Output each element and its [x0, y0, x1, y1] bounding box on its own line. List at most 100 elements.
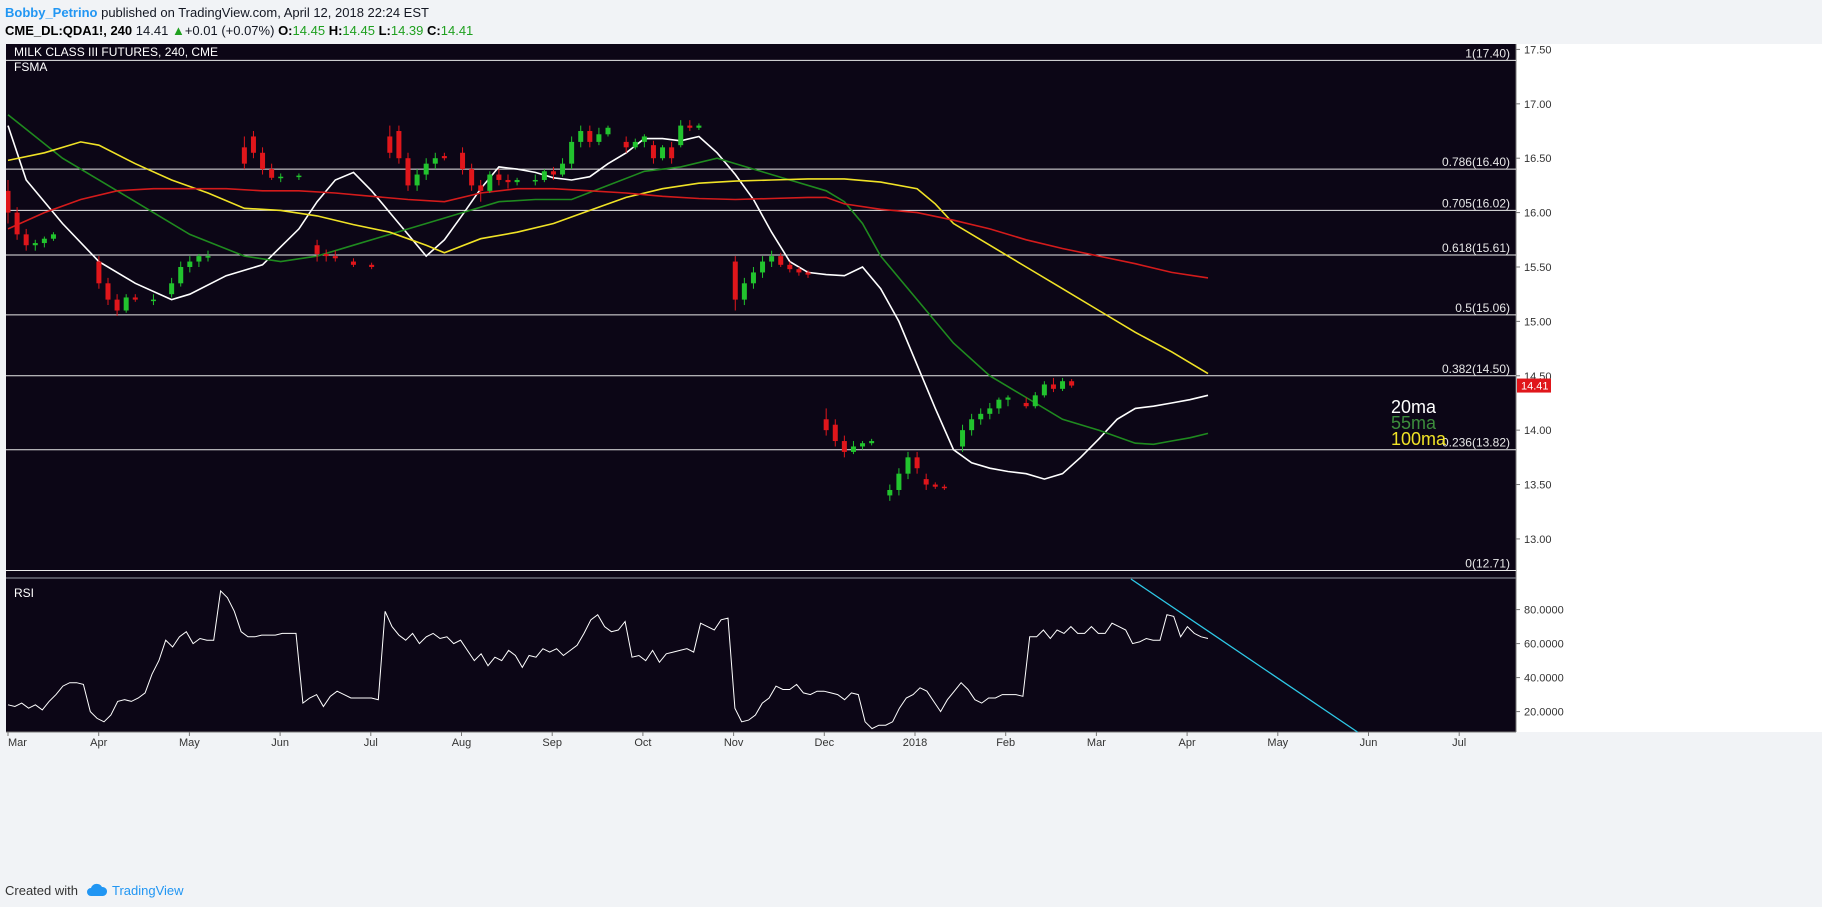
candle-body	[396, 131, 402, 159]
candle-body	[978, 413, 984, 420]
candle-body	[841, 441, 847, 452]
ma-legend-20ma: 20ma	[1391, 397, 1437, 417]
candle-body	[805, 272, 811, 275]
author-link[interactable]: Bobby_Petrino	[5, 5, 98, 20]
ma-line-200ma	[7, 187, 1209, 279]
candle-body	[278, 176, 284, 179]
candle-body	[387, 136, 393, 153]
rsi-tick-label: 20.0000	[1524, 707, 1564, 719]
candle-body	[50, 234, 56, 239]
candle-body	[823, 419, 829, 431]
candle-body	[1005, 397, 1011, 400]
candle-body	[123, 297, 129, 311]
candle-body	[432, 158, 438, 164]
price-tick-label: 15.50	[1524, 262, 1552, 274]
candle-body	[605, 127, 611, 135]
candle-body	[860, 443, 866, 447]
time-tick-label: Jun	[271, 737, 289, 749]
candle-body	[250, 136, 256, 153]
candle-body	[105, 283, 111, 300]
candle-body	[850, 446, 856, 452]
close-value: 14.41	[440, 23, 474, 38]
candle-body	[187, 261, 193, 267]
candle-body	[750, 272, 756, 284]
candle-body	[914, 457, 920, 469]
price-tick-label: 17.00	[1524, 99, 1552, 111]
candle-body	[96, 261, 102, 284]
candle-body	[23, 234, 29, 246]
candle-body	[778, 256, 784, 265]
candle-body	[314, 245, 320, 254]
price-tick-label: 16.00	[1524, 208, 1552, 220]
candle-body	[487, 174, 493, 191]
time-tick-label: May	[1267, 737, 1288, 749]
up-arrow-icon: ▲	[171, 23, 185, 38]
last-price-tag-label: 14.41	[1521, 381, 1549, 393]
price-tick-label: 16.50	[1524, 153, 1552, 165]
candle-body	[478, 185, 484, 191]
high-label: H:	[328, 23, 343, 38]
candle-body	[550, 171, 556, 175]
candle-body	[596, 134, 602, 142]
fib-level-label: 0.618(15.61)	[1442, 241, 1510, 255]
low-label: L:	[378, 23, 391, 38]
fib-level-label: 0.382(14.50)	[1442, 362, 1510, 376]
candle-body	[560, 163, 566, 175]
open-label: O:	[278, 23, 293, 38]
time-tick-label: Dec	[815, 737, 835, 749]
candle-body	[932, 484, 938, 487]
last-price-tag	[1517, 378, 1551, 393]
candle-body	[241, 147, 247, 164]
close-label: C:	[427, 23, 441, 38]
candle-body	[32, 243, 38, 246]
rsi-tick-label: 40.0000	[1524, 673, 1564, 685]
candle-body	[414, 174, 420, 186]
candle-body	[150, 299, 156, 302]
ma-line-100ma	[7, 141, 1209, 375]
candle-body	[923, 479, 929, 485]
candle-body	[896, 473, 902, 490]
study-label: FSMA	[14, 60, 47, 74]
price-axis-background	[1516, 44, 1822, 732]
candle-body	[6, 190, 11, 213]
time-tick-label: Feb	[996, 737, 1015, 749]
price-chart[interactable]: 1(17.40) 0.786(16.40) 0.705(16.02) 0.618(15…	[6, 44, 1822, 851]
fib-level-label: 0.5(15.06)	[1455, 301, 1510, 315]
candle-body	[1032, 395, 1038, 407]
low-value: 14.39	[390, 23, 424, 38]
fib-level-label: 0.786(16.40)	[1442, 155, 1510, 169]
candle-body	[732, 261, 738, 300]
candle-body	[114, 299, 120, 311]
candle-body	[1050, 384, 1056, 389]
last-price: 14.41	[135, 23, 169, 38]
time-tick-label: Oct	[634, 737, 651, 749]
candle-body	[323, 253, 329, 257]
fib-level-label: 0(12.71)	[1465, 556, 1510, 570]
candle-body	[1023, 402, 1029, 407]
candle-body	[669, 147, 675, 159]
candle-body	[632, 141, 638, 148]
symbol-label: CME_DL:QDA1!, 240	[5, 23, 133, 38]
price-tick-label: 13.50	[1524, 480, 1552, 492]
candle-body	[269, 169, 275, 178]
candle-body	[696, 125, 702, 128]
time-tick-label: Apr	[90, 737, 107, 749]
rsi-tick-label: 60.0000	[1524, 639, 1564, 651]
tradingview-link[interactable]: TradingView	[86, 883, 184, 898]
chart-header: Bobby_Petrino published on TradingView.c…	[5, 4, 1815, 44]
price-tick-label: 15.00	[1524, 316, 1552, 328]
time-tick-label: 2018	[903, 737, 927, 749]
fib-level-label: 1(17.40)	[1465, 46, 1510, 60]
candle-body	[1060, 381, 1066, 389]
candle-body	[796, 269, 802, 273]
candle-body	[41, 238, 47, 244]
candle-body	[769, 256, 775, 262]
candle-body	[132, 297, 138, 300]
candle-body	[987, 408, 993, 414]
chart-background	[6, 44, 1516, 732]
candle-body	[578, 131, 584, 142]
fib-level-label: 0.236(13.82)	[1442, 436, 1510, 450]
candle-body	[741, 283, 747, 300]
candle-body	[869, 441, 875, 444]
price-tick-label: 14.00	[1524, 425, 1552, 437]
